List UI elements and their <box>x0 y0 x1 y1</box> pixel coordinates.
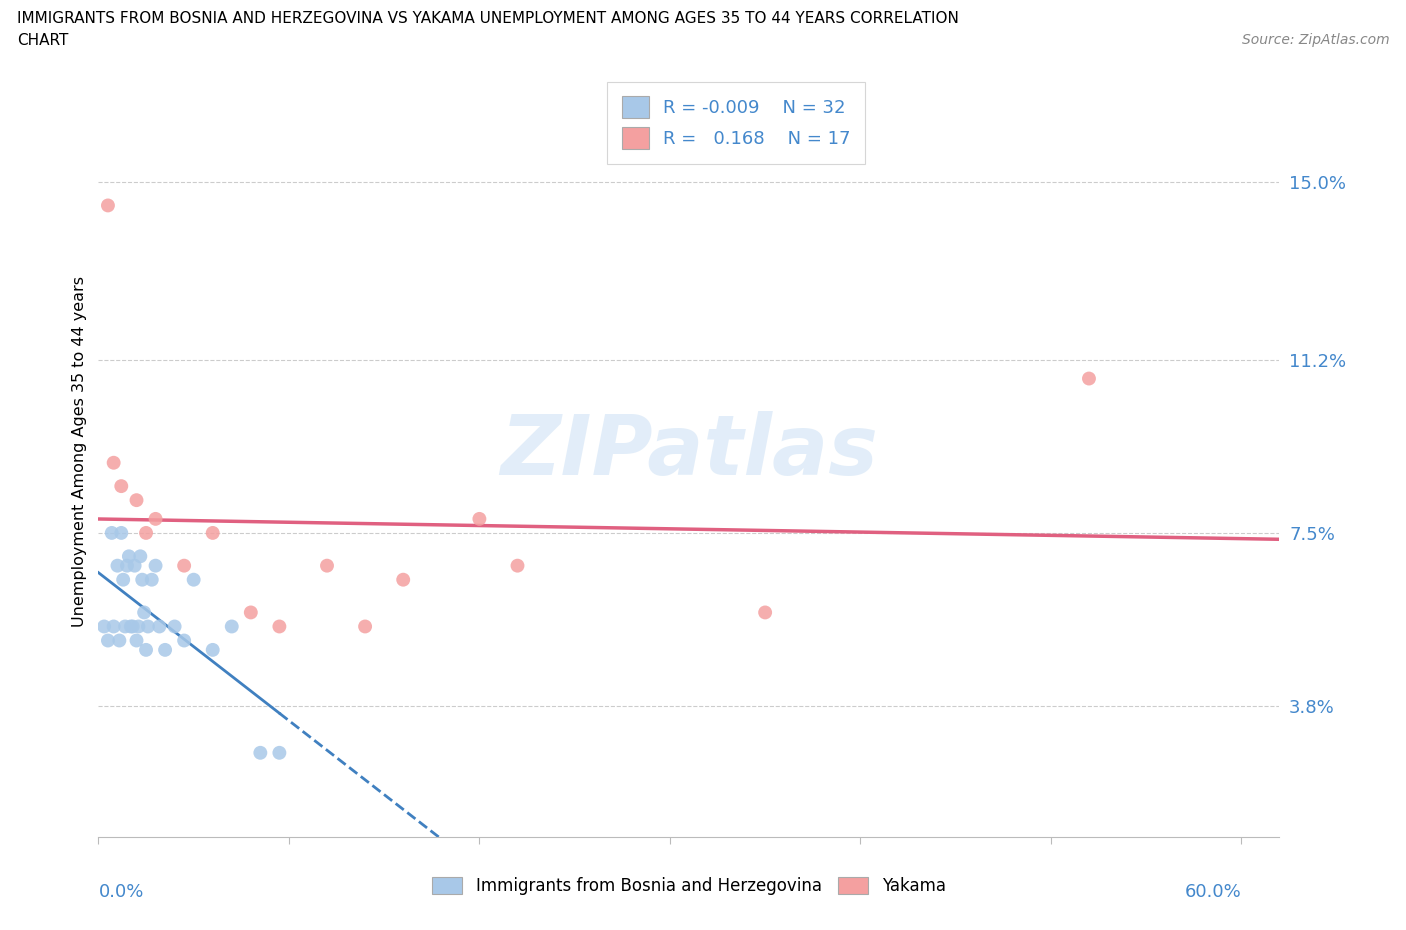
Point <box>93 619 115 634</box>
Point <box>121 619 143 634</box>
Point <box>107 558 129 573</box>
Text: Source: ZipAtlas.com: Source: ZipAtlas.com <box>1241 33 1389 46</box>
Point <box>201 643 224 658</box>
Point <box>239 605 262 620</box>
Text: 0.0%: 0.0% <box>98 884 143 901</box>
Text: 60.0%: 60.0% <box>1185 884 1241 901</box>
Point <box>125 633 148 648</box>
Point <box>173 633 195 648</box>
Point <box>506 558 529 573</box>
Point <box>110 525 132 540</box>
Point <box>201 525 224 540</box>
Point <box>131 572 153 587</box>
Point <box>145 558 167 573</box>
Point <box>114 619 136 634</box>
Point <box>112 572 135 587</box>
Point <box>103 456 125 471</box>
Text: CHART: CHART <box>17 33 69 47</box>
Point <box>249 745 271 760</box>
Y-axis label: Unemployment Among Ages 35 to 44 years: Unemployment Among Ages 35 to 44 years <box>72 275 87 627</box>
Point <box>354 619 377 634</box>
Point <box>221 619 243 634</box>
Point <box>125 493 148 508</box>
Text: ZIPatlas: ZIPatlas <box>501 410 877 492</box>
Point <box>115 558 138 573</box>
Point <box>163 619 186 634</box>
Point <box>316 558 339 573</box>
Point <box>136 619 159 634</box>
Point <box>100 525 122 540</box>
Point <box>1078 371 1101 386</box>
Point <box>468 512 491 526</box>
Text: IMMIGRANTS FROM BOSNIA AND HERZEGOVINA VS YAKAMA UNEMPLOYMENT AMONG AGES 35 TO 4: IMMIGRANTS FROM BOSNIA AND HERZEGOVINA V… <box>17 11 959 26</box>
Point <box>118 549 141 564</box>
Point <box>120 619 142 634</box>
Point <box>127 619 149 634</box>
Point <box>183 572 205 587</box>
Point <box>103 619 125 634</box>
Point <box>135 525 157 540</box>
Point <box>129 549 152 564</box>
Point <box>110 479 132 494</box>
Point <box>141 572 163 587</box>
Point <box>173 558 195 573</box>
Point <box>148 619 170 634</box>
Point <box>124 558 146 573</box>
Legend: Immigrants from Bosnia and Herzegovina, Yakama: Immigrants from Bosnia and Herzegovina, … <box>426 870 952 902</box>
Point <box>145 512 167 526</box>
Point <box>97 633 120 648</box>
Point <box>108 633 131 648</box>
Point <box>269 745 291 760</box>
Point <box>135 643 157 658</box>
Point <box>153 643 176 658</box>
Point <box>392 572 415 587</box>
Point <box>97 198 120 213</box>
Point <box>134 605 156 620</box>
Point <box>269 619 291 634</box>
Point <box>754 605 776 620</box>
